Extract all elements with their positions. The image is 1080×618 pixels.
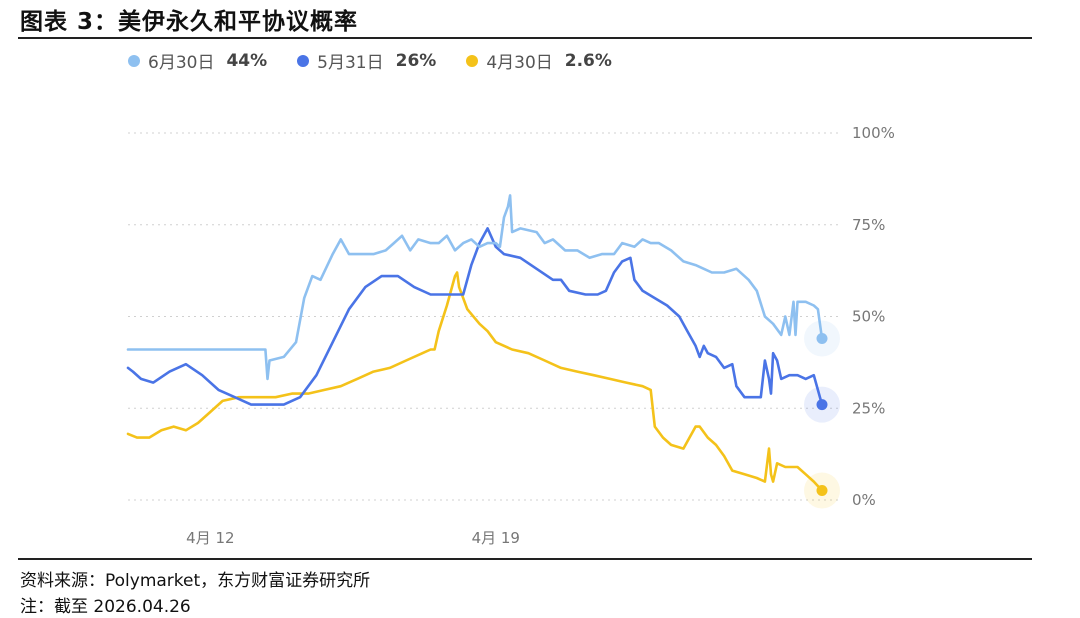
legend-item-apr30[interactable]: 4月30日 2.6% (466, 48, 612, 73)
legend-item-jun30[interactable]: 6月30日 44% (128, 48, 267, 73)
source-note: 资料来源：Polymarket，东方财富证券研究所 (20, 571, 371, 591)
y-tick-label: 0% (852, 491, 876, 509)
y-tick-label: 50% (852, 308, 885, 326)
y-tick-label: 100% (852, 124, 895, 142)
endpoint-marker[interactable] (816, 399, 828, 411)
legend-label: 6月30日 (148, 53, 215, 73)
bottom-divider (18, 558, 1032, 560)
legend-item-may31[interactable]: 5月31日 26% (297, 48, 436, 73)
legend-label: 4月30日 (486, 53, 553, 73)
top-divider (18, 37, 1032, 39)
x-tick-label: 4月 19 (472, 529, 520, 547)
legend-value: 2.6% (564, 50, 612, 71)
legend-dot-icon (466, 54, 479, 67)
figure-title: 图表 3：美伊永久和平协议概率 (20, 9, 359, 35)
y-tick-label: 25% (852, 399, 885, 417)
series-line-2 (126, 271, 824, 492)
series-line-0 (126, 194, 824, 381)
endpoint-marker[interactable] (816, 484, 828, 496)
legend-dot-icon (297, 54, 310, 67)
legend-dot-icon (128, 54, 140, 67)
legend-value: 26% (395, 50, 437, 71)
y-tick-label: 75% (852, 216, 885, 234)
chart-legend: 6月30日 44% 5月31日 26% 4月30日 2.6% (128, 48, 612, 73)
legend-value: 44% (226, 50, 268, 71)
endpoint-marker[interactable] (816, 333, 828, 345)
legend-label: 5月31日 (317, 53, 384, 73)
series-line-1 (126, 227, 824, 406)
date-note: 注：截至 2026.04.26 (20, 597, 191, 617)
x-tick-label: 4月 12 (186, 529, 234, 547)
